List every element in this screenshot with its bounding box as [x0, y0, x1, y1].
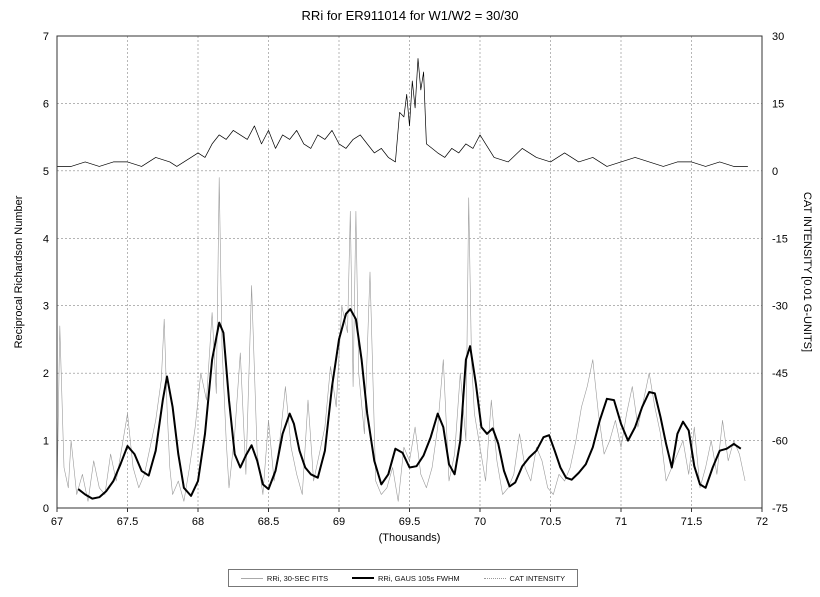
y2-tick-label: -45 [772, 368, 788, 380]
y2-tick-label: -75 [772, 503, 788, 515]
y2-tick-label: 30 [772, 31, 784, 43]
series-line [57, 58, 748, 167]
x-tick-label: 69.5 [399, 516, 420, 528]
y-axis-label: Reciprocal Richardson Number [13, 195, 25, 348]
grid [56, 35, 763, 509]
x-axis-label: (Thousands) [379, 532, 441, 544]
y-tick-label: 3 [43, 301, 49, 313]
y2-tick-label: -15 [772, 233, 788, 245]
margin-mark: 01 [0, 558, 2, 580]
legend-label: CAT INTENSITY [509, 573, 566, 583]
y2-tick-label: -60 [772, 436, 788, 448]
series-line [77, 308, 742, 500]
series-layer [56, 58, 748, 502]
legend-item-cat: CAT INTENSITY [483, 573, 566, 583]
x-tick-label: 68.5 [258, 516, 279, 528]
y-tick-label: 0 [43, 503, 49, 515]
chart-title: RRi for ER911014 for W1/W2 = 30/30 [302, 8, 519, 23]
legend-swatch-thick [352, 577, 374, 579]
x-tick-label: 71.5 [681, 516, 702, 528]
x-tick-label: 70.5 [540, 516, 561, 528]
x-tick-label: 67.5 [117, 516, 138, 528]
y2-tick-label: 0 [772, 166, 778, 178]
legend-item-30sec: RRi, 30-SEC FITS [240, 573, 329, 583]
y-tick-label: 7 [43, 31, 49, 43]
tick-labels: 67 67.5 68 68.5 69 69.5 70 70.5 71 71.5 7201234567… [43, 31, 788, 528]
legend-swatch-dotted [483, 577, 506, 579]
x-tick-label: 72 [756, 516, 768, 528]
y2-tick-label: -30 [772, 301, 788, 313]
x-tick-label: 71 [615, 516, 627, 528]
y-tick-label: 2 [43, 368, 49, 380]
x-tick-label: 68 [192, 516, 204, 528]
legend: RRi, 30-SEC FITS RRi, GAUS 105s FWHM CAT… [228, 569, 578, 587]
x-tick-label: 69 [333, 516, 345, 528]
legend-swatch-thin [240, 577, 263, 579]
y-tick-label: 1 [43, 436, 49, 448]
x-tick-label: 67 [51, 516, 63, 528]
legend-label: RRi, 30-SEC FITS [266, 573, 329, 583]
y-tick-label: 4 [43, 233, 49, 245]
y2-axis-label: CAT INTENSITY [0.01 G-UNITS] [801, 192, 813, 352]
y-tick-label: 6 [43, 98, 49, 110]
y2-tick-label: 15 [772, 98, 784, 110]
legend-label: RRi, GAUS 105s FWHM [378, 573, 460, 583]
series-line [56, 177, 746, 502]
y-tick-label: 5 [43, 166, 49, 178]
legend-item-gaus: RRi, GAUS 105s FWHM [352, 574, 460, 583]
x-tick-label: 70 [474, 516, 486, 528]
